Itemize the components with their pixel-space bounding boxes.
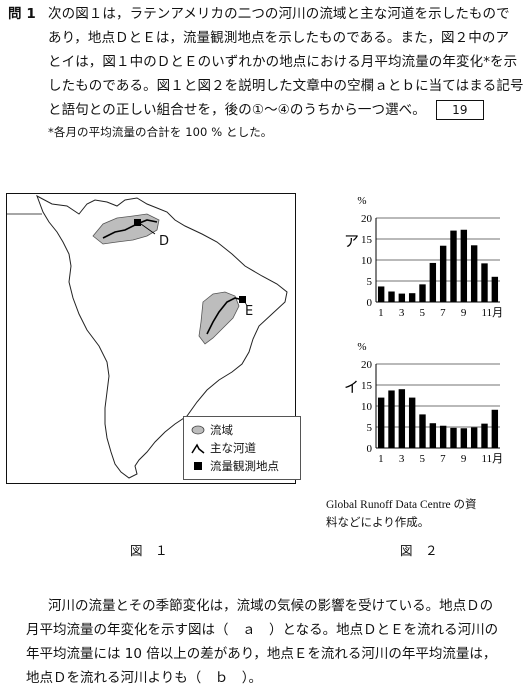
bar-month-4 [408, 397, 416, 448]
legend-label-basin: 流域 [210, 423, 233, 437]
bar-month-1 [377, 286, 385, 302]
legend-label-station: 流量観測地点 [210, 459, 279, 473]
y-tick-label: 10 [361, 401, 373, 413]
y-tick-label: 15 [361, 234, 373, 246]
bar-month-10 [470, 245, 478, 302]
bar-month-8 [450, 230, 457, 302]
x-tick-label: 1 [378, 453, 384, 465]
x-tick-label: 11月 [482, 453, 504, 465]
y-tick-label: 20 [361, 359, 373, 371]
bar-month-2 [388, 291, 395, 302]
bar-month-3 [398, 389, 406, 448]
answer-number-box: 19 [435, 100, 484, 120]
label-d: D [159, 234, 170, 249]
chart-a: ア% 0 5 10 15 20 1 3 5 7 9 11月 [344, 195, 504, 319]
y-tick-label: 5 [367, 422, 373, 434]
passage-line: 月平均流量の年変化を示す図は（ ａ ）となる。地点ＤとＥを流れる河川の [26, 622, 499, 638]
question-number: 問 1 [8, 6, 36, 22]
question-line: と語句との正しい組合せを，後の①～④のうちから一つ選べ。 [48, 102, 426, 118]
bar-month-12 [491, 276, 499, 302]
y-tick-label: 5 [367, 276, 373, 288]
passage-line: 地点Ｄを流れる河川よりも（ ｂ ）。 [26, 670, 262, 686]
bar-month-10 [470, 427, 478, 448]
y-unit-label: % [357, 341, 366, 353]
x-tick-label: 7 [440, 453, 446, 465]
figure-2-source: Global Runoff Data Centre の資 料などにより作成。 [326, 496, 522, 532]
legend-row-station: 流量観測地点 [190, 457, 294, 475]
source-line: Global Runoff Data Centre の資 [326, 499, 477, 511]
x-tick-label: 11月 [482, 307, 504, 319]
basin-swatch-icon [190, 425, 206, 435]
bar-month-7 [439, 245, 447, 302]
river-orinoco [102, 219, 158, 239]
bar-month-8 [450, 427, 457, 448]
question-line-1-row: 問 1 次の図１は，ラテンアメリカの二つの河川の流域と主な河道を示したもので [8, 2, 524, 26]
x-tick-label: 9 [461, 453, 467, 465]
question-line-5-row: と語句との正しい組合せを，後の①～④のうちから一つ選べ。 19 [8, 98, 524, 122]
y-tick-label: 0 [367, 443, 373, 455]
station-square-icon [190, 461, 206, 471]
bar-month-5 [419, 284, 426, 302]
y-tick-label: 20 [361, 213, 373, 225]
figure-1-caption: 図 １ [130, 543, 168, 558]
chart-panel-label: ア [344, 234, 359, 250]
bar-month-12 [491, 409, 499, 448]
bar-month-6 [429, 423, 437, 448]
bar-month-9 [460, 428, 468, 448]
bar-month-4 [408, 293, 416, 302]
bar-month-11 [481, 423, 488, 448]
bar-month-6 [429, 262, 437, 302]
bar-month-2 [388, 390, 395, 448]
y-tick-label: 10 [361, 255, 373, 267]
x-tick-label: 1 [378, 307, 384, 319]
x-tick-label: 7 [440, 307, 446, 319]
y-tick-label: 0 [367, 297, 373, 309]
passage-block: 河川の流量とその季節変化は，流域の気候の影響を受けている。地点Ｄの 月平均流量の… [26, 594, 526, 690]
station-e-marker [239, 296, 246, 303]
bar-month-9 [460, 229, 468, 302]
bar-month-3 [398, 293, 406, 302]
x-tick-label: 9 [461, 307, 467, 319]
question-line: 次の図１は，ラテンアメリカの二つの河川の流域と主な河道を示したもので [48, 6, 510, 22]
chart-i: イ% 0 5 10 15 20 1 3 5 7 9 11月 [344, 341, 504, 465]
continent-outline [36, 194, 288, 479]
question-line: したものである。図１と図２を説明した文章中の空欄ａとｂに当てはまる記号 [48, 78, 524, 94]
legend-row-river: 主な河道 [190, 439, 294, 457]
bar-month-7 [439, 425, 447, 448]
x-tick-label: 3 [399, 307, 405, 319]
station-d-marker [134, 219, 141, 226]
map-figure-1: D E 流域 主な河道 流量観測地点 [6, 193, 301, 484]
passage-line: 年平均流量には 10 倍以上の差があり，地点Ｅを流れる河川の年平均流量は， [26, 646, 497, 662]
x-tick-label: 5 [420, 307, 426, 319]
x-tick-label: 5 [420, 453, 426, 465]
y-unit-label: % [357, 195, 366, 207]
bar-month-1 [377, 397, 385, 448]
footnote: *各月の平均流量の合計を 100 % とした。 [48, 125, 273, 139]
label-e: E [245, 304, 254, 319]
figure-2-caption: 図 ２ [400, 543, 438, 558]
map-legend: 流域 主な河道 流量観測地点 [183, 416, 301, 480]
question-line: とイは，図１中のＤとＥのいずれかの地点における月平均流量の年変化*を示 [48, 54, 518, 70]
y-tick-label: 15 [361, 380, 373, 392]
x-tick-label: 3 [399, 453, 405, 465]
passage-line: 河川の流量とその季節変化は，流域の気候の影響を受けている。地点Ｄの [48, 598, 494, 614]
south-america-map [7, 194, 288, 479]
bar-month-11 [481, 263, 488, 302]
question-block: 問 1 次の図１は，ラテンアメリカの二つの河川の流域と主な河道を示したもので あ… [8, 2, 524, 142]
river-line-icon [190, 442, 206, 454]
question-line: あり，地点ＤとＥは，流量観測地点を示したものである。また，図２中のア [48, 30, 510, 46]
legend-label-river: 主な河道 [210, 441, 256, 455]
chart-panel-label: イ [344, 380, 359, 396]
source-line: 料などにより作成。 [326, 517, 430, 529]
bar-month-5 [419, 414, 426, 448]
legend-row-basin: 流域 [190, 421, 294, 439]
river-sao-francisco [206, 297, 244, 335]
